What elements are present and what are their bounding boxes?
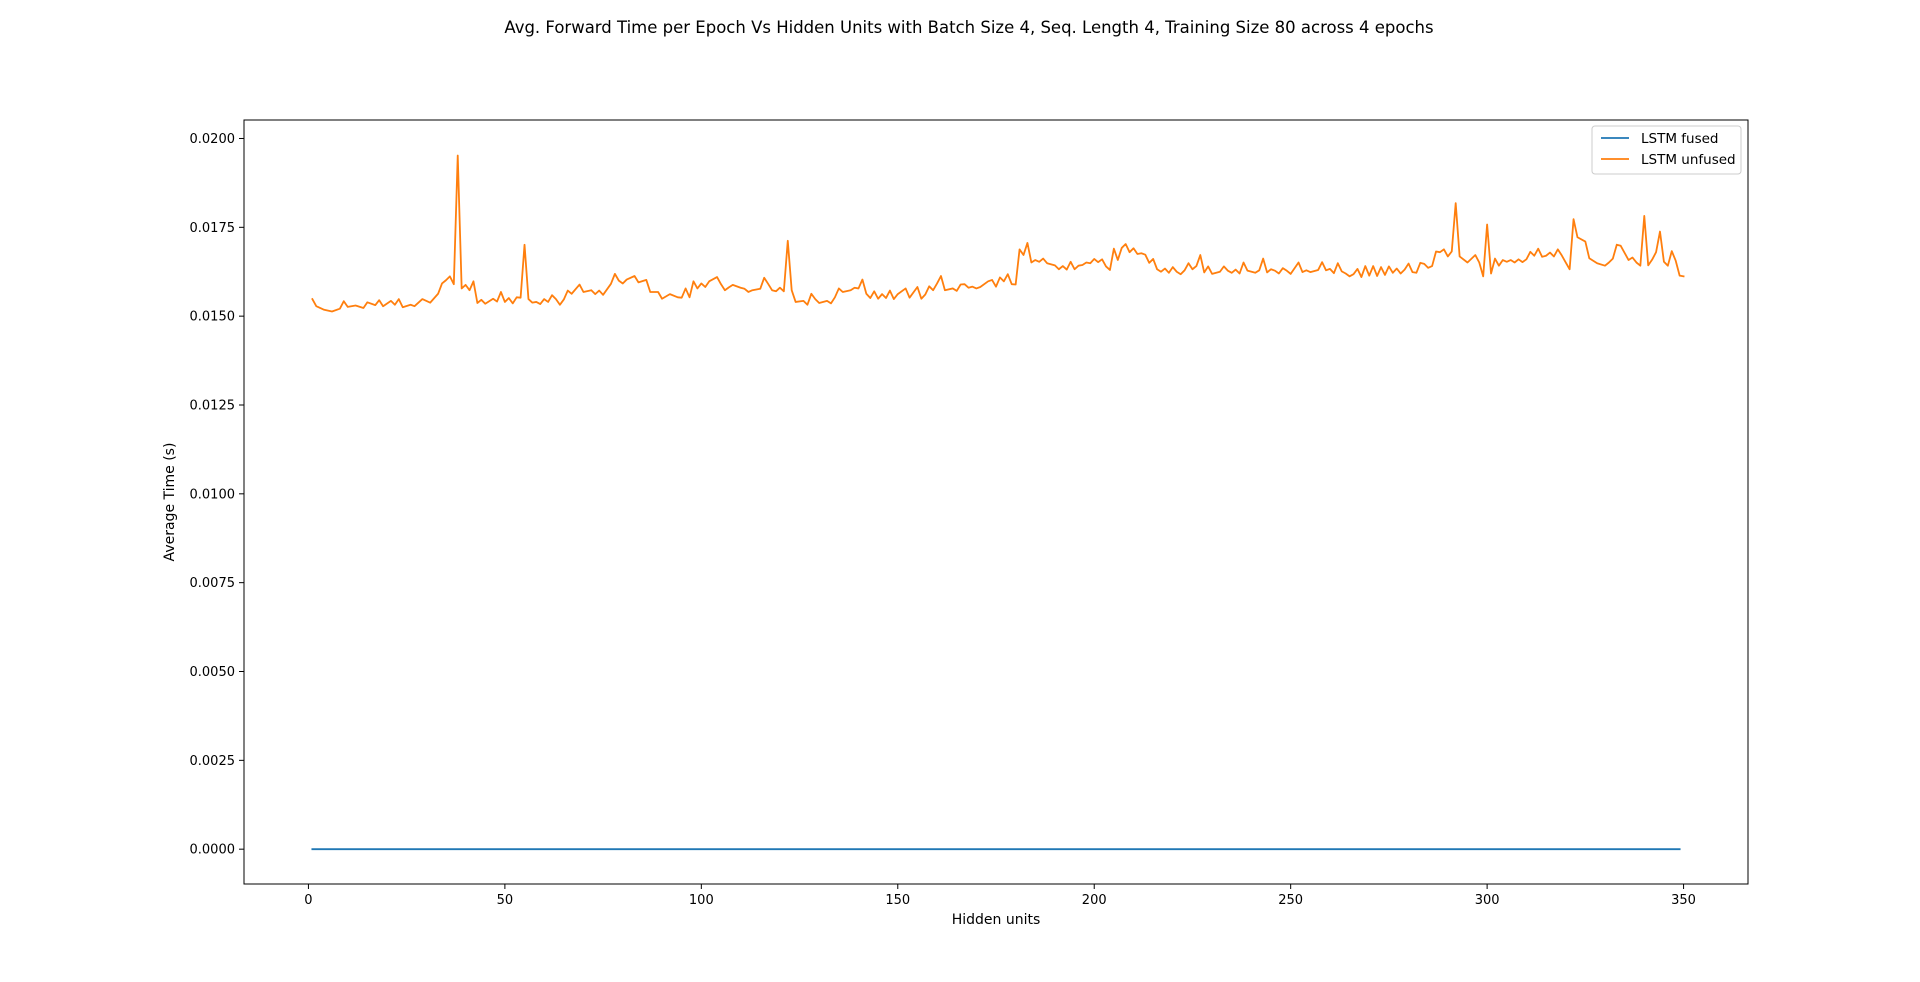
y-axis-label: Average Time (s) xyxy=(162,443,178,562)
y-axis: 0.0000 0.0025 0.0050 0.0075 0.0100 0.0125 0.01… xyxy=(190,132,244,858)
x-tick-label: 350 xyxy=(1671,893,1696,908)
series-line-lstm-unfused xyxy=(311,154,1685,313)
y-tick-label: 0.0050 xyxy=(190,665,236,680)
y-tick-label: 0.0200 xyxy=(190,132,236,147)
plot-area-frame xyxy=(243,119,1749,885)
x-tick-label: 150 xyxy=(885,893,910,908)
y-tick-label: 0.0025 xyxy=(190,754,236,769)
x-tick-label: 300 xyxy=(1475,893,1500,908)
plot-series xyxy=(311,154,1685,851)
legend-box xyxy=(1591,125,1742,175)
legend-label-lstm-unfused: LSTM unfused xyxy=(1641,152,1736,168)
y-tick-label: 0.0125 xyxy=(190,398,236,413)
y-tick-label: 0.0075 xyxy=(190,576,236,591)
x-axis: 0 50 100 150 200 250 300 350 xyxy=(304,884,1696,908)
y-tick-label: 0.0150 xyxy=(190,310,236,325)
x-tick-label: 50 xyxy=(497,893,514,908)
chart-title: Avg. Forward Time per Epoch Vs Hidden Un… xyxy=(504,18,1433,37)
y-tick-label: 0.0175 xyxy=(190,221,236,236)
y-tick-label: 0.0000 xyxy=(190,843,236,858)
legend: LSTM fused LSTM unfused xyxy=(1591,125,1742,175)
y-tick-label: 0.0100 xyxy=(190,487,236,502)
x-axis-label: Hidden units xyxy=(952,912,1041,928)
x-tick-label: 100 xyxy=(689,893,714,908)
legend-label-lstm-fused: LSTM fused xyxy=(1641,131,1719,147)
x-tick-label: 0 xyxy=(304,893,312,908)
x-tick-label: 200 xyxy=(1082,893,1107,908)
x-tick-label: 250 xyxy=(1278,893,1303,908)
